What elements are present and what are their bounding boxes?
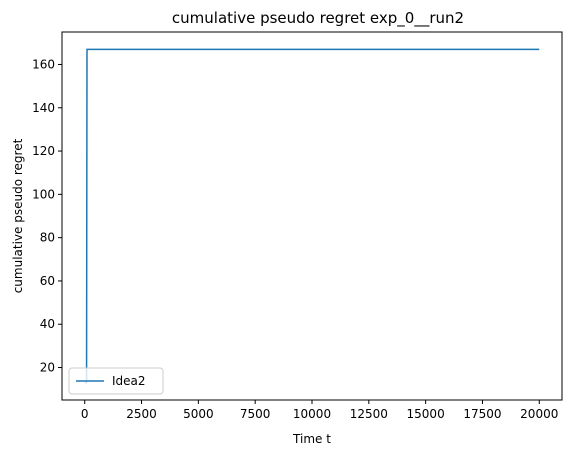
plot-area <box>62 10 562 400</box>
x-tick-label: 15000 <box>407 407 445 421</box>
x-tick-label: 17500 <box>463 407 501 421</box>
legend: Idea2 <box>68 367 164 395</box>
y-tick-label: 160 <box>32 57 55 71</box>
legend-box <box>68 367 164 395</box>
y-tick-label: 80 <box>40 231 55 245</box>
plot-frame <box>62 10 562 400</box>
x-tick-label: 0 <box>81 407 89 421</box>
x-tick-label: 7500 <box>240 407 271 421</box>
x-axis-label: Time t <box>292 432 331 446</box>
legend-label-idea2: Idea2 <box>112 374 146 388</box>
y-tick-label: 100 <box>32 187 55 201</box>
axes-frame <box>61 31 563 401</box>
chart-title: cumulative pseudo regret exp_0__run2 <box>172 9 464 28</box>
y-tick-label: 40 <box>40 317 55 331</box>
y-tick-label: 140 <box>32 101 55 115</box>
series-line-idea2 <box>84 48 540 384</box>
x-tick-label: 12500 <box>350 407 388 421</box>
x-tick-label: 2500 <box>126 407 157 421</box>
y-axis-ticks: 20 40 60 80 100 120 140 160 <box>32 57 62 375</box>
series-layer <box>84 48 540 384</box>
x-axis-ticks: 0 2500 5000 7500 10000 12500 15000 17500 20000 <box>81 400 558 421</box>
y-tick-label: 20 <box>40 361 55 375</box>
x-tick-label: 20000 <box>520 407 558 421</box>
x-tick-label: 5000 <box>183 407 214 421</box>
x-tick-label: 10000 <box>293 407 331 421</box>
y-axis-label: cumulative pseudo regret <box>11 138 25 293</box>
y-tick-label: 60 <box>40 274 55 288</box>
y-tick-label: 120 <box>32 144 55 158</box>
